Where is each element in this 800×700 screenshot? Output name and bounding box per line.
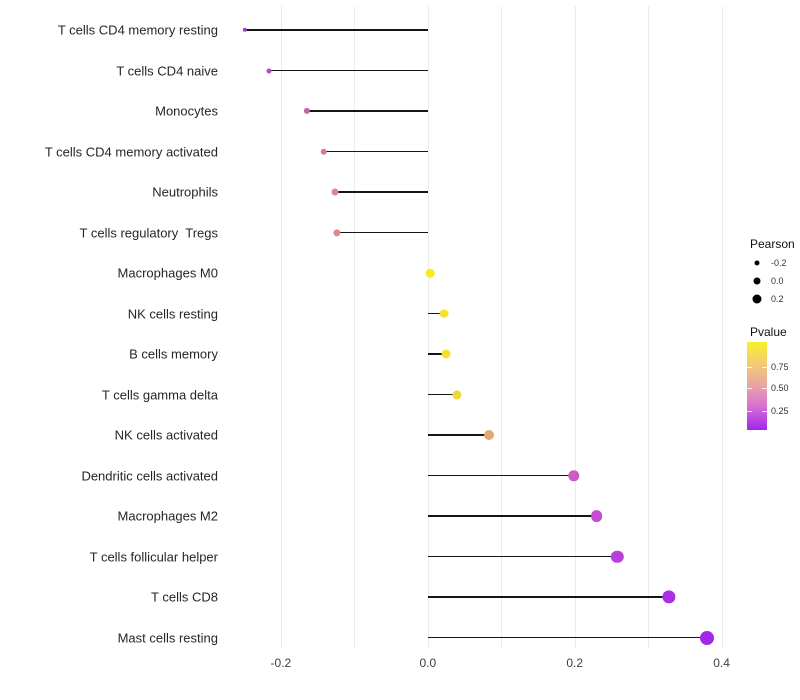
lollipop-segment xyxy=(323,150,428,153)
lollipop-segment xyxy=(427,636,707,639)
lollipop-dot xyxy=(699,630,714,645)
category-label: NK cells resting xyxy=(127,306,218,321)
category-label: T cells CD8 xyxy=(151,589,218,605)
lollipop-segment xyxy=(306,110,428,112)
pearson-legend-value: 0.2 xyxy=(771,294,784,304)
gridline xyxy=(574,6,576,648)
category-label: Macrophages M0 xyxy=(117,265,218,281)
lollipop-dot xyxy=(568,469,580,482)
lollipop-segment xyxy=(427,596,669,598)
lollipop-dot xyxy=(331,188,339,196)
category-label: T cells CD4 naive xyxy=(116,63,218,78)
lollipop-dot xyxy=(590,510,603,522)
category-label: Macrophages M2 xyxy=(117,508,218,524)
gridline xyxy=(501,6,503,648)
lollipop-dot xyxy=(439,309,449,318)
x-axis-tick-label: 0.0 xyxy=(419,656,437,670)
pearson-legend-dot xyxy=(754,260,760,266)
gridline xyxy=(721,6,723,648)
lollipop-dot xyxy=(441,349,451,359)
lollipop-segment xyxy=(427,393,458,396)
pvalue-colorbar-tick xyxy=(762,388,767,389)
pvalue-colorbar-tick xyxy=(762,411,767,412)
category-label: T cells follicular helper xyxy=(89,549,218,564)
lollipop-dot xyxy=(611,550,624,563)
lollipop-segment xyxy=(335,191,428,193)
category-label: T cells gamma delta xyxy=(101,387,218,402)
pvalue-colorbar-tick xyxy=(747,411,752,412)
gridline xyxy=(427,6,429,648)
lollipop-dot xyxy=(242,27,248,33)
pearson-legend-title: Pearson xyxy=(750,237,795,251)
lollipop-dot xyxy=(425,268,435,278)
gridline xyxy=(354,6,356,648)
category-label: B cells memory xyxy=(129,346,218,362)
pvalue-legend-title: Pvalue xyxy=(750,325,787,339)
category-label: Neutrophils xyxy=(152,184,218,200)
pvalue-colorbar xyxy=(747,342,767,430)
pvalue-legend-value: 0.25 xyxy=(771,406,789,416)
gridline xyxy=(280,6,282,648)
pvalue-legend-value: 0.50 xyxy=(771,383,789,393)
category-label: T cells CD4 memory resting xyxy=(57,22,218,38)
gridline xyxy=(648,6,650,648)
pearson-legend-value: -0.2 xyxy=(771,258,787,268)
lollipop-dot xyxy=(452,389,462,400)
lollipop-dot xyxy=(483,430,494,440)
lollipop-segment xyxy=(427,312,444,315)
lollipop-segment xyxy=(427,434,489,436)
category-label: NK cells activated xyxy=(114,427,218,443)
category-label: T cells regulatory Tregs xyxy=(79,225,218,240)
pearson-legend-dot xyxy=(753,277,761,285)
category-label: T cells CD4 memory activated xyxy=(44,144,218,159)
x-axis-tick-label: -0.2 xyxy=(270,656,292,670)
pearson-legend-dot xyxy=(752,294,762,304)
x-axis-tick-label: 0.4 xyxy=(713,656,730,670)
category-label: Mast cells resting xyxy=(117,630,218,645)
x-axis-tick-label: 0.2 xyxy=(566,656,584,670)
lollipop-dot xyxy=(266,68,272,73)
lollipop-segment xyxy=(427,515,597,517)
category-label: Monocytes xyxy=(155,103,218,119)
category-label: Dendritic cells activated xyxy=(81,468,218,483)
lollipop-segment xyxy=(269,69,428,72)
lollipop-segment xyxy=(336,231,428,234)
lollipop-dot xyxy=(662,590,676,604)
pvalue-legend-value: 0.75 xyxy=(771,362,789,372)
lollipop-segment xyxy=(427,474,574,477)
lollipop-dot xyxy=(303,107,310,115)
lollipop-segment xyxy=(244,29,428,31)
lollipop-segment xyxy=(427,353,447,355)
lollipop-dot xyxy=(320,148,327,155)
pearson-legend-value: 0.0 xyxy=(771,276,784,286)
pvalue-colorbar-tick xyxy=(747,388,752,389)
lollipop-segment xyxy=(427,555,618,558)
lollipop-dot xyxy=(333,228,341,237)
pvalue-colorbar-tick xyxy=(762,367,767,368)
pvalue-colorbar-tick xyxy=(747,367,752,368)
